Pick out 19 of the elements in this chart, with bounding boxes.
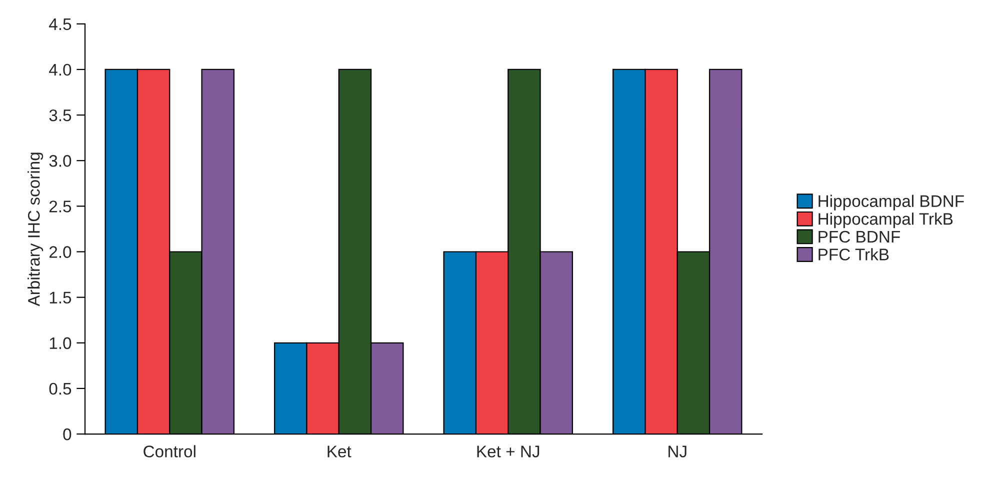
legend-label: PFC BDNF — [818, 230, 900, 243]
legend-label: Hippocampal TrkB — [818, 212, 953, 228]
y-tick-label: 4.5 — [49, 18, 72, 30]
y-tick-label: 3.0 — [49, 155, 72, 167]
y-tick-label: 1.0 — [50, 337, 72, 350]
legend-label: PFC TrkB — [818, 248, 889, 260]
x-tick-label: NJ — [668, 446, 686, 458]
x-tick-label: Ket + NJ — [477, 446, 540, 458]
y-axis-title: Arbitrary IHC scoring — [28, 152, 44, 306]
y-tick-label: 0 — [63, 428, 72, 440]
x-tick-label: Control — [144, 445, 196, 458]
x-tick-label: Ket — [328, 446, 352, 458]
y-tick-label: 2.5 — [49, 200, 72, 212]
y-tick-label: 3.5 — [49, 109, 72, 122]
y-tick-label: 2.0 — [49, 246, 72, 258]
y-tick-label: 4.0 — [49, 64, 72, 76]
legend-label: Hippocampal BDNF — [818, 194, 964, 210]
y-tick-label: 0.5 — [49, 382, 72, 395]
y-tick-label: 1.5 — [50, 292, 72, 304]
